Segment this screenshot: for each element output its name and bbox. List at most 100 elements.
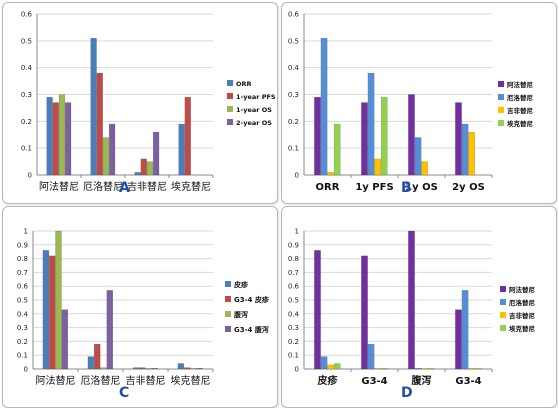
bar <box>314 96 321 176</box>
bar <box>374 158 381 176</box>
y-tick-label: 1 <box>295 228 299 236</box>
y-tick-label: 0.4 <box>17 310 29 318</box>
bar <box>468 367 475 370</box>
y-tick-label: 0.3 <box>17 324 28 332</box>
bar <box>55 230 62 370</box>
bar <box>52 102 59 176</box>
bar <box>455 102 462 176</box>
legend-swatch <box>227 119 233 125</box>
bar <box>138 367 146 370</box>
legend-entry: 皮疹 <box>233 280 249 289</box>
bar <box>102 137 110 176</box>
bar <box>361 255 368 370</box>
panel-label-d: D <box>401 385 413 401</box>
x-category-label: 厄洛替尼 <box>81 374 121 387</box>
bar <box>151 367 159 370</box>
bar <box>320 37 328 176</box>
y-tick-label: 0.6 <box>288 11 300 19</box>
bar <box>108 123 116 176</box>
x-category-label: 吉非替尼 <box>127 180 167 193</box>
y-tick-label: 0.2 <box>288 118 299 126</box>
legend-entry: 2-year OS <box>236 119 272 127</box>
bar <box>145 367 152 370</box>
legend-swatch <box>500 312 506 318</box>
legend-entry: G3-4 皮疹 <box>234 295 270 304</box>
y-tick-label: 0.1 <box>21 145 32 153</box>
legend-entry: G3-4 腹泻 <box>234 325 269 334</box>
chart-svg-c: 0 0.1 0.2 0.3 0.4 0.5 0.6 0.7 0.8 0.9 1 阿法替尼 厄洛替尼 吉非替… <box>17 228 270 388</box>
legend-swatch <box>500 299 506 305</box>
y-tick-label: 1 <box>24 228 28 236</box>
y-tick-label: 0.7 <box>288 269 299 277</box>
panel-label-b: B <box>401 180 412 196</box>
x-category-label: 1y PFS <box>355 182 393 193</box>
bar <box>361 102 368 176</box>
y-tick-label: 0.9 <box>17 241 28 249</box>
x-category-label: 皮疹 <box>317 374 339 387</box>
bar <box>461 123 469 176</box>
bar <box>90 37 97 176</box>
x-category-label: 2y OS <box>452 182 485 193</box>
bar <box>132 367 140 370</box>
bar <box>421 367 428 370</box>
bar <box>314 250 321 370</box>
legend-swatch <box>227 106 233 112</box>
bar <box>134 172 141 176</box>
legend-swatch <box>498 107 504 113</box>
bar <box>327 364 334 370</box>
legend-entry: 吉非替尼 <box>507 106 534 115</box>
bar <box>320 356 328 370</box>
bar <box>461 290 469 370</box>
y-tick-label: 0.6 <box>21 11 33 19</box>
legend-swatch <box>498 120 504 126</box>
y-tick-label: 0.6 <box>17 283 29 291</box>
x-category-label: 阿法替尼 <box>39 180 79 193</box>
chart-svg-d: 0 0.1 0.2 0.3 0.4 0.5 0.6 0.7 0.8 0.9 1 皮疹 G3-4 腹泻 G3-… <box>288 228 536 388</box>
y-tick-label: 0.8 <box>17 255 28 263</box>
bar <box>146 161 154 176</box>
legend-swatch <box>227 93 233 99</box>
x-category-label: 1y OS <box>405 182 438 193</box>
y-tick-label: 0.3 <box>288 91 299 99</box>
legend-entry: 厄洛替尼 <box>507 93 534 102</box>
legend-entry: 埃克替尼 <box>509 324 536 333</box>
legend-swatch <box>498 94 504 100</box>
chart-svg-b: 0 0.1 0.2 0.3 0.4 0.5 0.6 ORR 1y PFS 1y OS 2y OS 阿法… <box>288 11 534 194</box>
y-tick-label: 0.8 <box>288 255 299 263</box>
y-tick-label: 0.7 <box>17 269 28 277</box>
bar <box>474 367 482 370</box>
bar <box>333 363 341 370</box>
bar <box>152 131 160 176</box>
bar <box>42 250 50 370</box>
legend-entry: 厄洛替尼 <box>509 298 536 307</box>
bar <box>178 123 185 176</box>
bar <box>408 94 415 176</box>
y-tick-label: 0.3 <box>288 324 299 332</box>
bar <box>190 367 197 370</box>
y-tick-label: 0.4 <box>288 64 300 72</box>
y-tick-label: 0.4 <box>288 310 300 318</box>
y-tick-label: 0.5 <box>288 297 299 305</box>
panel-label-a: A <box>119 180 130 196</box>
chart-panel-a: 0 0.1 0.2 0.3 0.4 0.5 0.6 阿法替尼 厄洛替尼 吉非替尼 埃克替尼 ORR 1-… <box>2 2 278 204</box>
bar <box>374 367 381 370</box>
y-tick-label: 0.3 <box>21 91 32 99</box>
bar <box>427 367 435 370</box>
bar <box>408 230 415 370</box>
panel-label-c: C <box>119 385 130 401</box>
bar <box>380 96 388 176</box>
y-tick-label: 0.6 <box>288 283 300 291</box>
legend-entry: 腹泻 <box>233 310 248 319</box>
legend-entry: 埃克替尼 <box>507 119 534 128</box>
x-category-label: 厄洛替尼 <box>83 180 123 193</box>
legend-swatch <box>225 311 231 317</box>
bar <box>196 367 204 370</box>
y-tick-label: 0.2 <box>17 338 28 346</box>
bar <box>468 131 475 176</box>
bar <box>333 123 341 176</box>
legend-entry: 1-year OS <box>236 106 272 114</box>
y-tick-label: 0.4 <box>21 64 33 72</box>
x-category-label: 吉非替尼 <box>126 374 166 387</box>
legend-entry: ORR <box>236 80 252 88</box>
